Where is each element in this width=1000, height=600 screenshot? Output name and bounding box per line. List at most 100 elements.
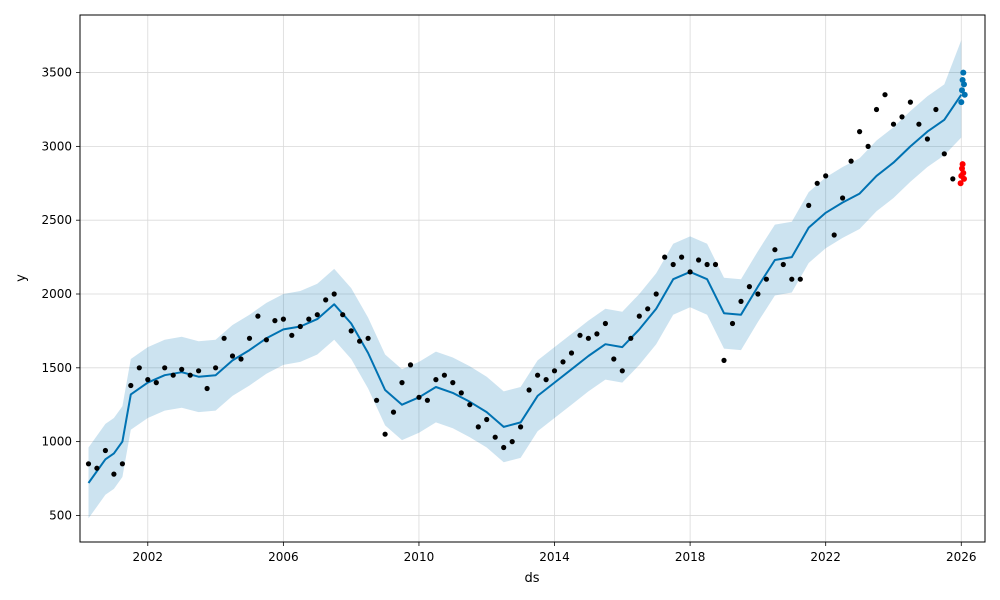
observed-point	[560, 359, 566, 365]
observed-point	[746, 284, 753, 290]
observed-point	[162, 365, 168, 371]
observed-point	[602, 320, 609, 327]
observed-point	[704, 261, 710, 268]
x-axis-label: ds	[524, 571, 539, 586]
observed-point	[475, 424, 481, 430]
observed-point	[433, 377, 439, 383]
uncertainty-band	[88, 40, 962, 519]
observed-point	[551, 368, 558, 374]
observed-point	[145, 377, 151, 383]
observed-point	[577, 332, 583, 338]
observed-point	[950, 176, 956, 182]
observed-point	[687, 269, 693, 275]
y-tick-label: 1000	[41, 435, 72, 449]
observed-point	[882, 92, 888, 98]
observed-point	[865, 143, 871, 149]
observed-point	[543, 377, 549, 383]
observed-point	[848, 158, 854, 164]
actual-point	[961, 175, 967, 182]
observed-point	[755, 291, 761, 297]
observed-point	[238, 356, 244, 362]
observed-point	[780, 261, 786, 268]
observed-point	[712, 261, 719, 268]
y-axis: 500 1000 1500 2000 2500 3000 3500	[41, 66, 80, 522]
observed-point	[323, 297, 329, 303]
observed-point	[365, 335, 371, 341]
x-tick-label: 2022	[810, 550, 841, 564]
observed-point	[831, 232, 837, 238]
observed-point	[289, 332, 295, 338]
observed-points-layer	[85, 92, 956, 477]
observed-point	[94, 465, 100, 471]
observed-point	[119, 461, 125, 467]
observed-point	[407, 362, 414, 368]
observed-point	[568, 350, 575, 356]
observed-point	[840, 195, 846, 201]
observed-point	[907, 99, 914, 105]
observed-point	[204, 385, 210, 392]
observed-point	[924, 136, 931, 142]
observed-point	[374, 397, 380, 403]
x-tick-label: 2010	[404, 550, 435, 564]
observed-point	[102, 447, 108, 454]
observed-point	[416, 394, 422, 400]
forecast-points-layer	[958, 69, 968, 106]
forecast-line	[87, 94, 963, 484]
observed-point	[611, 356, 617, 362]
observed-point	[797, 276, 803, 282]
observed-point	[484, 416, 490, 423]
actual-point	[960, 170, 967, 176]
observed-point	[916, 121, 922, 127]
observed-point	[399, 380, 405, 386]
observed-point	[645, 306, 651, 312]
observed-point	[873, 106, 880, 113]
observed-point	[594, 331, 600, 337]
y-tick-label: 3000	[41, 139, 72, 153]
observed-point	[255, 313, 261, 319]
observed-point	[933, 106, 939, 113]
observed-point	[492, 434, 498, 440]
actual-point	[959, 165, 965, 172]
forecast-point	[961, 81, 967, 88]
observed-point	[628, 335, 634, 341]
observed-point	[467, 402, 473, 408]
observed-point	[196, 368, 202, 374]
observed-point	[857, 129, 863, 135]
observed-point	[636, 313, 642, 319]
y-axis-label: y	[14, 274, 29, 282]
x-tick-label: 2026	[946, 550, 977, 564]
x-tick-label: 2018	[675, 550, 706, 564]
observed-point	[314, 312, 320, 318]
observed-point	[662, 254, 668, 260]
plot-frame	[79, 14, 986, 543]
observed-point	[136, 365, 142, 371]
actual-point	[959, 161, 966, 168]
observed-point	[458, 390, 464, 396]
observed-point	[696, 257, 702, 263]
observed-point	[128, 382, 134, 389]
observed-point	[111, 471, 117, 477]
observed-point	[789, 276, 795, 282]
observed-point	[518, 424, 524, 430]
observed-point	[390, 409, 397, 415]
forecast-point	[959, 87, 965, 94]
observed-point	[229, 353, 236, 359]
observed-point	[619, 368, 625, 374]
observed-point	[331, 291, 337, 297]
observed-point	[814, 180, 820, 186]
observed-point	[670, 261, 676, 268]
observed-point	[340, 312, 346, 318]
observed-point	[679, 254, 685, 260]
y-tick-label: 2500	[41, 213, 72, 227]
observed-point	[297, 323, 303, 330]
observed-point	[806, 202, 812, 208]
observed-point	[263, 337, 269, 343]
observed-point	[85, 461, 92, 467]
x-axis: 2002 2006 2010 2014 2018 2022 2026	[133, 542, 977, 564]
observed-point	[653, 291, 659, 297]
observed-point	[179, 366, 185, 372]
observed-point	[441, 372, 447, 378]
observed-point	[272, 318, 278, 324]
x-tick-label: 2006	[268, 550, 299, 564]
